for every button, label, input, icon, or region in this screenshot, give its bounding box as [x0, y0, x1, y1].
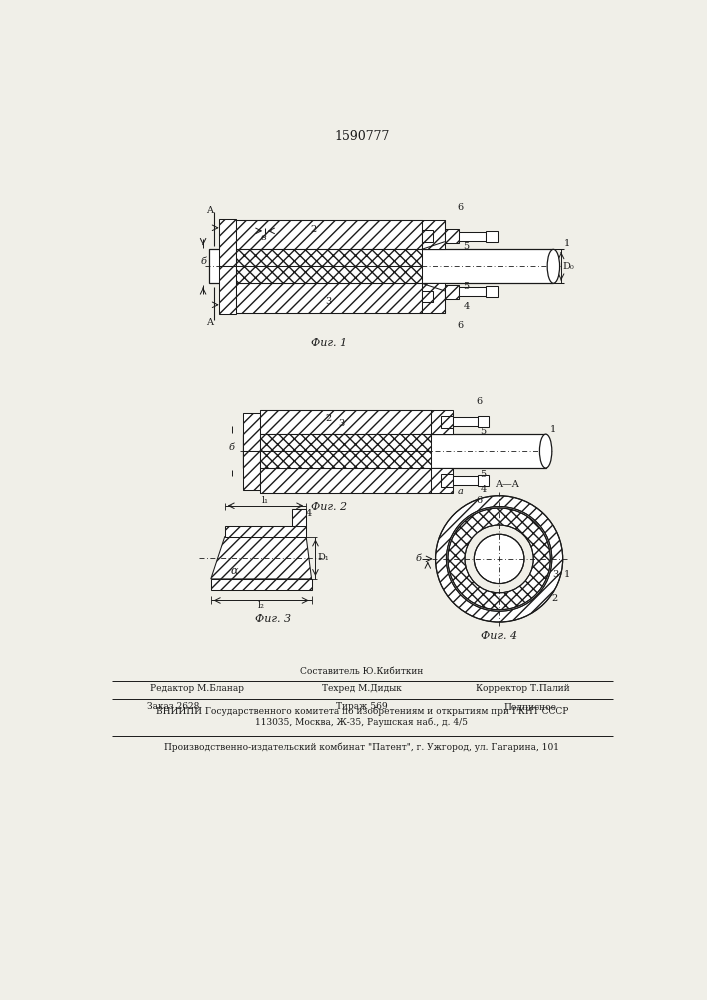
- Bar: [260, 468, 431, 493]
- Bar: [421, 230, 433, 242]
- Text: 2: 2: [325, 414, 332, 423]
- Text: D₀: D₀: [562, 262, 574, 271]
- Bar: [441, 474, 453, 487]
- Bar: [243, 434, 546, 468]
- Text: 1: 1: [564, 239, 571, 248]
- Text: б: б: [416, 554, 421, 563]
- Bar: [292, 509, 306, 526]
- Text: Составитель Ю.Кибиткин: Составитель Ю.Кибиткин: [300, 667, 423, 676]
- Bar: [260, 410, 431, 434]
- Text: Производственно-издательский комбинат "Патент", г. Ужгород, ул. Гагарина, 101: Производственно-издательский комбинат "П…: [165, 742, 559, 752]
- Text: 6: 6: [477, 496, 483, 505]
- Bar: [421, 283, 445, 312]
- Bar: [260, 434, 431, 451]
- Bar: [243, 413, 260, 451]
- Bar: [453, 476, 478, 485]
- Text: б: б: [200, 257, 206, 266]
- Text: 3: 3: [338, 419, 344, 428]
- Text: 3: 3: [325, 297, 332, 306]
- Text: Тираж 569: Тираж 569: [336, 702, 387, 711]
- Text: l₂: l₂: [258, 601, 264, 610]
- Text: 1: 1: [563, 570, 570, 579]
- Bar: [225, 526, 306, 537]
- Bar: [478, 475, 489, 486]
- Text: 6: 6: [457, 203, 463, 212]
- Bar: [235, 266, 421, 283]
- Text: Техред М.Дидык: Техред М.Дидык: [322, 684, 402, 693]
- Polygon shape: [211, 537, 312, 579]
- Bar: [260, 451, 431, 468]
- Text: в: в: [261, 233, 267, 242]
- Bar: [421, 291, 433, 302]
- Text: Редактор М.Бланар: Редактор М.Бланар: [150, 684, 244, 693]
- Bar: [431, 468, 452, 493]
- Text: 113035, Москва, Ж-35, Раушская наб., д. 4/5: 113035, Москва, Ж-35, Раушская наб., д. …: [255, 717, 469, 727]
- Text: 5: 5: [481, 470, 486, 479]
- Text: 2: 2: [551, 594, 557, 603]
- Text: 4: 4: [306, 509, 312, 518]
- Text: 6: 6: [477, 397, 483, 406]
- Bar: [243, 451, 260, 490]
- Ellipse shape: [547, 249, 559, 283]
- Text: а: а: [457, 487, 463, 496]
- Text: Фиг. 4: Фиг. 4: [481, 631, 518, 641]
- Bar: [211, 579, 312, 590]
- Bar: [235, 283, 421, 312]
- Circle shape: [474, 534, 524, 584]
- Text: Фиг. 1: Фиг. 1: [310, 338, 346, 348]
- Text: б: б: [229, 443, 235, 452]
- Bar: [459, 232, 486, 241]
- Text: D₁: D₁: [317, 553, 329, 562]
- Bar: [445, 229, 459, 243]
- Bar: [421, 220, 445, 249]
- Text: 2: 2: [310, 225, 316, 234]
- Ellipse shape: [539, 434, 552, 468]
- Text: 1: 1: [550, 425, 556, 434]
- Text: Фиг. 2: Фиг. 2: [310, 502, 346, 512]
- Wedge shape: [448, 508, 550, 610]
- Text: α: α: [230, 566, 238, 576]
- Bar: [218, 266, 235, 314]
- Bar: [453, 417, 478, 426]
- Text: A: A: [206, 318, 213, 327]
- Text: 6: 6: [457, 321, 463, 330]
- Wedge shape: [436, 496, 563, 622]
- Text: Фиг. 3: Фиг. 3: [255, 614, 291, 624]
- Bar: [486, 286, 498, 297]
- Text: A: A: [206, 206, 213, 215]
- Bar: [478, 416, 489, 427]
- Text: Заказ 2628: Заказ 2628: [148, 702, 200, 711]
- Text: l₁: l₁: [262, 496, 269, 505]
- Bar: [486, 231, 498, 242]
- Bar: [441, 416, 453, 428]
- Bar: [209, 249, 554, 283]
- Bar: [218, 219, 235, 266]
- Text: 1590777: 1590777: [334, 130, 390, 143]
- Text: 4: 4: [464, 302, 469, 311]
- Bar: [459, 287, 486, 296]
- Bar: [431, 410, 452, 434]
- Text: 4: 4: [481, 485, 486, 494]
- Bar: [445, 285, 459, 299]
- Bar: [235, 220, 421, 249]
- Text: 5: 5: [464, 282, 469, 291]
- Text: A—A: A—A: [495, 480, 519, 489]
- Text: Подписное: Подписное: [503, 702, 556, 711]
- Text: 3: 3: [551, 570, 558, 579]
- Bar: [235, 249, 421, 266]
- Text: 5: 5: [481, 427, 486, 436]
- Text: 5: 5: [464, 242, 469, 251]
- Text: Корректор Т.Палий: Корректор Т.Палий: [476, 684, 569, 693]
- Text: ВНИИПИ Государственного комитета по изобретениям и открытиям при ГКНТ СССР: ВНИИПИ Государственного комитета по изоб…: [156, 707, 568, 716]
